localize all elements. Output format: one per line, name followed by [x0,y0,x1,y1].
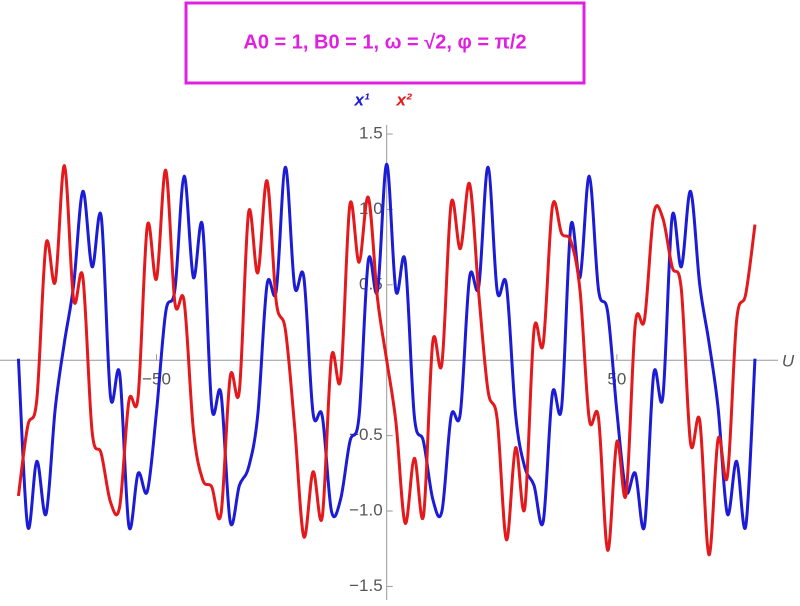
x-axis-label: U [782,351,795,370]
legend-entry: x² [395,90,412,109]
chart-title: A0 = 1, B0 = 1, ω = √2, φ = π/2 [243,31,526,53]
y-tick-label: −1.5 [349,576,383,595]
y-tick-label: −1.0 [349,501,383,520]
line-2 [16,164,757,557]
title-box [184,1,586,85]
line-1 [16,162,757,531]
x-tick-label: −50 [142,370,171,389]
y-tick-label: 1.5 [359,124,383,143]
x-tick-label: 50 [607,370,626,389]
legend-entry: x¹ [353,90,369,109]
